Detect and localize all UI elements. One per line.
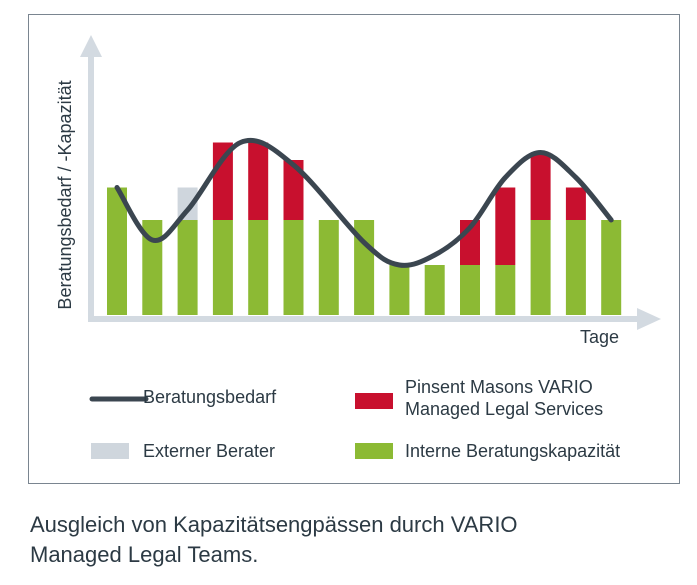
bar-pinsent-14: [565, 187, 586, 220]
bar-internal-11: [460, 265, 480, 315]
caption-line-1: Ausgleich von Kapazitätsengpässen durch …: [30, 512, 518, 537]
x-axis-label: Tage: [580, 327, 619, 347]
bar-external-3: [177, 187, 198, 220]
bar-internal-1: [107, 187, 127, 315]
bars-layer: [107, 142, 622, 315]
bar-internal-7: [318, 220, 339, 315]
y-axis-label: Beratungsbedarf / -Kapazität: [55, 80, 75, 309]
bar-internal-4: [212, 220, 233, 315]
legend-external-swatch: [91, 443, 129, 459]
caption-line-2: Managed Legal Teams.: [30, 542, 259, 567]
chart-frame: Beratungsbedarf / -Kapazität Tage Beratu…: [28, 14, 680, 484]
legend-pinsent-label-2: Managed Legal Services: [405, 399, 604, 419]
bar-internal-8: [354, 220, 375, 315]
legend-internal-swatch: [355, 443, 393, 459]
legend-pinsent-swatch: [355, 393, 393, 409]
demand-curve: [114, 137, 614, 268]
bar-internal-5: [248, 220, 269, 315]
bar-internal-15: [601, 220, 622, 315]
bar-internal-13: [530, 220, 551, 315]
legend-pinsent-label-1: Pinsent Masons VARIO: [405, 377, 593, 397]
bar-internal-3: [177, 220, 198, 315]
bar-pinsent-6: [283, 160, 304, 220]
bar-internal-9: [389, 265, 410, 315]
bar-internal-2: [142, 220, 163, 315]
bar-pinsent-13: [530, 152, 551, 220]
y-axis-arrow: [80, 35, 102, 57]
bar-pinsent-12: [495, 187, 516, 265]
legend-external-label: Externer Berater: [143, 441, 276, 461]
bar-pinsent-5: [248, 142, 269, 220]
bar-internal-12: [495, 265, 516, 315]
x-axis-arrow: [637, 308, 661, 330]
legend-demand-label: Beratungsbedarf: [143, 387, 277, 407]
axes-layer: [80, 35, 661, 330]
legend-internal-label: Interne Beratungskapazität: [405, 441, 621, 461]
chart-caption: Ausgleich von Kapazitätsengpässen durch …: [30, 510, 670, 570]
bar-internal-14: [565, 220, 586, 315]
chart-plot: Beratungsbedarf / -Kapazität Tage: [55, 35, 661, 347]
bar-internal-6: [283, 220, 304, 315]
bar-internal-10: [424, 265, 445, 315]
legend-demand-swatch: [89, 396, 149, 402]
